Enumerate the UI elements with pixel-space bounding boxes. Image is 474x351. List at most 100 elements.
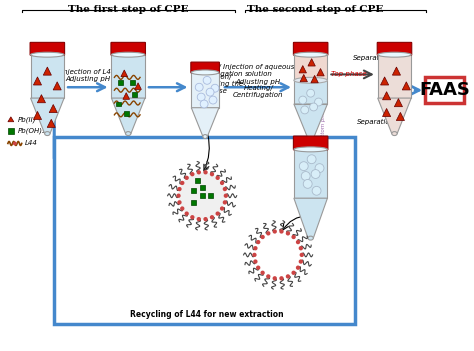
Ellipse shape (294, 147, 328, 152)
Circle shape (296, 265, 300, 270)
Polygon shape (299, 66, 307, 73)
Circle shape (256, 265, 260, 270)
Polygon shape (311, 75, 319, 83)
Ellipse shape (378, 52, 411, 57)
Circle shape (180, 206, 184, 211)
Ellipse shape (111, 52, 145, 57)
Polygon shape (191, 108, 219, 137)
Text: Pb(OH)₂: Pb(OH)₂ (18, 127, 46, 134)
Polygon shape (383, 108, 391, 117)
Circle shape (303, 179, 312, 188)
Circle shape (279, 229, 283, 234)
Circle shape (299, 259, 303, 264)
Circle shape (177, 200, 182, 205)
Bar (191, 188, 196, 193)
FancyBboxPatch shape (293, 136, 328, 150)
Circle shape (315, 164, 324, 173)
Bar (8, 128, 14, 134)
Polygon shape (111, 98, 145, 134)
Circle shape (223, 187, 227, 191)
Polygon shape (308, 59, 315, 66)
FancyBboxPatch shape (377, 42, 412, 55)
Circle shape (286, 274, 290, 279)
FancyBboxPatch shape (293, 42, 328, 55)
Circle shape (176, 193, 181, 198)
Bar (124, 111, 129, 116)
Text: Separation/
Discarding the
top phase: Separation/ Discarding the top phase (192, 74, 244, 94)
Circle shape (301, 106, 309, 114)
Polygon shape (135, 83, 141, 90)
Ellipse shape (45, 132, 50, 135)
Circle shape (184, 176, 189, 180)
Circle shape (273, 229, 277, 234)
Circle shape (13, 141, 17, 145)
Text: Heating/
Centrifugation: Heating/ Centrifugation (233, 85, 283, 98)
Circle shape (255, 231, 302, 279)
Bar (378, 55, 411, 98)
Circle shape (184, 211, 189, 216)
Bar (294, 80, 328, 104)
Circle shape (315, 98, 322, 106)
Circle shape (180, 181, 184, 185)
Circle shape (203, 217, 208, 221)
Polygon shape (121, 70, 128, 77)
Circle shape (197, 217, 201, 221)
Circle shape (311, 170, 320, 178)
Bar (294, 55, 328, 80)
Circle shape (292, 235, 296, 239)
FancyBboxPatch shape (191, 62, 219, 73)
Circle shape (300, 253, 304, 257)
FancyBboxPatch shape (111, 42, 146, 55)
Ellipse shape (392, 132, 397, 135)
Circle shape (210, 215, 214, 219)
FancyBboxPatch shape (30, 42, 64, 55)
Circle shape (200, 100, 208, 108)
Bar (111, 55, 145, 98)
Polygon shape (317, 68, 324, 76)
Ellipse shape (30, 52, 64, 57)
Circle shape (190, 172, 194, 176)
Text: Top phase: Top phase (331, 71, 367, 78)
Circle shape (299, 96, 307, 104)
Circle shape (197, 93, 205, 101)
Circle shape (273, 276, 277, 280)
Circle shape (190, 215, 194, 219)
Circle shape (310, 103, 318, 111)
Text: Bottom phase: Bottom phase (321, 105, 326, 143)
Circle shape (216, 211, 220, 216)
Circle shape (210, 172, 214, 176)
FancyBboxPatch shape (425, 77, 465, 103)
Circle shape (260, 235, 265, 239)
Bar (200, 193, 205, 198)
Bar (208, 193, 212, 198)
Circle shape (312, 186, 321, 195)
Polygon shape (402, 82, 410, 90)
Text: Recycling of L44 for new extraction: Recycling of L44 for new extraction (130, 310, 284, 319)
Text: FAAS: FAAS (419, 81, 470, 99)
Ellipse shape (191, 70, 219, 75)
Circle shape (299, 162, 308, 171)
Circle shape (256, 240, 260, 244)
Polygon shape (294, 104, 328, 139)
Circle shape (307, 89, 315, 97)
Text: Pb(II): Pb(II) (18, 117, 36, 123)
Polygon shape (30, 98, 64, 134)
Polygon shape (396, 112, 404, 120)
Text: The second step of CPE: The second step of CPE (247, 5, 384, 14)
Polygon shape (8, 117, 14, 122)
Text: Injection of aqueous
solution
Adjusting pH: Injection of aqueous solution Adjusting … (223, 64, 294, 85)
Circle shape (216, 176, 220, 180)
Circle shape (286, 231, 290, 236)
Polygon shape (49, 105, 57, 113)
Ellipse shape (294, 77, 328, 83)
Circle shape (195, 83, 203, 91)
Polygon shape (53, 82, 61, 90)
Circle shape (179, 172, 226, 219)
Polygon shape (294, 198, 328, 238)
Bar (30, 55, 64, 98)
Circle shape (279, 276, 283, 280)
Text: Separation: Separation (353, 55, 391, 61)
Polygon shape (383, 92, 391, 100)
Bar (294, 55, 328, 104)
Circle shape (252, 253, 256, 257)
